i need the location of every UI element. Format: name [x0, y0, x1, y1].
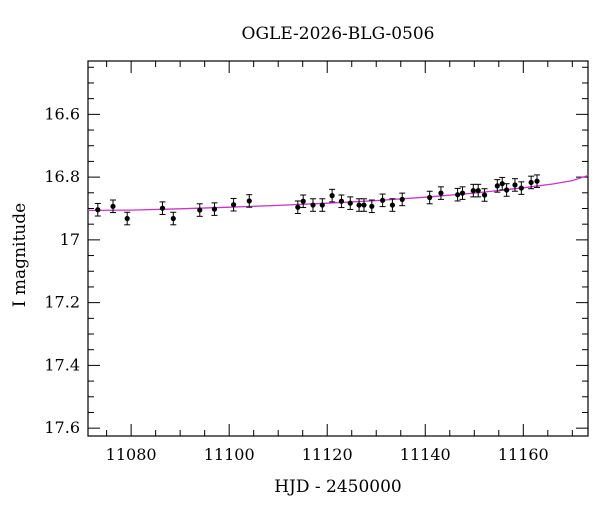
y-tick-label: 16.6 [44, 104, 80, 123]
data-point [295, 204, 301, 210]
x-tick-label: 11160 [498, 445, 549, 464]
data-point [124, 215, 130, 222]
data-point [455, 192, 461, 198]
plot-frame [87, 60, 589, 437]
data-point [504, 187, 510, 193]
data-point [475, 188, 481, 194]
data-point [512, 182, 518, 188]
data-point [310, 202, 316, 208]
data-point [319, 202, 325, 208]
plot-border [87, 60, 589, 437]
data-point [399, 196, 405, 202]
data-point [338, 198, 345, 204]
x-tick-label: 11100 [204, 445, 255, 464]
data-point [361, 202, 367, 208]
data-point [534, 178, 540, 184]
data-point [230, 202, 237, 208]
data-point [197, 207, 203, 213]
data-point [380, 197, 386, 203]
y-axis-label: I magnitude [10, 203, 30, 307]
y-axis-ticks: 16.6 16.8 17 17.2 17.4 17.6 [44, 66, 588, 437]
y-tick-label: 17 [60, 230, 80, 249]
data-point [470, 188, 476, 194]
data-point [347, 200, 353, 206]
y-tick-label: 17.2 [44, 293, 80, 312]
data-point [528, 179, 534, 186]
data-point [369, 203, 375, 209]
data-point [159, 205, 166, 211]
data-point [300, 198, 306, 204]
model-curve [87, 174, 589, 212]
y-tick-label: 17.6 [44, 418, 80, 437]
data-point [356, 202, 362, 208]
data-point [246, 198, 252, 204]
data-point [95, 207, 101, 213]
data-point [438, 190, 444, 196]
data-point [329, 193, 335, 199]
x-tick-label: 11080 [106, 445, 157, 464]
data-point [499, 181, 505, 187]
data-point [459, 190, 466, 196]
chart-title: OGLE-2026-BLG-0506 [242, 24, 435, 44]
data-point [518, 185, 524, 191]
data-point [494, 183, 500, 189]
y-tick-label: 17.4 [44, 355, 80, 374]
data-point [427, 194, 433, 201]
data-point [110, 203, 116, 209]
data-point [481, 192, 488, 198]
x-axis-ticks: 11080 11100 11120 11140 11160 [106, 61, 573, 464]
x-tick-label: 11140 [400, 445, 451, 464]
data-point [211, 206, 218, 212]
data-point [389, 202, 396, 208]
x-tick-label: 11120 [302, 445, 353, 464]
data-point [170, 215, 176, 222]
y-tick-label: 16.8 [44, 167, 80, 186]
data-points-layer [94, 174, 541, 226]
model-curve-layer [87, 174, 589, 212]
x-axis-label: HJD - 2450000 [274, 477, 402, 497]
